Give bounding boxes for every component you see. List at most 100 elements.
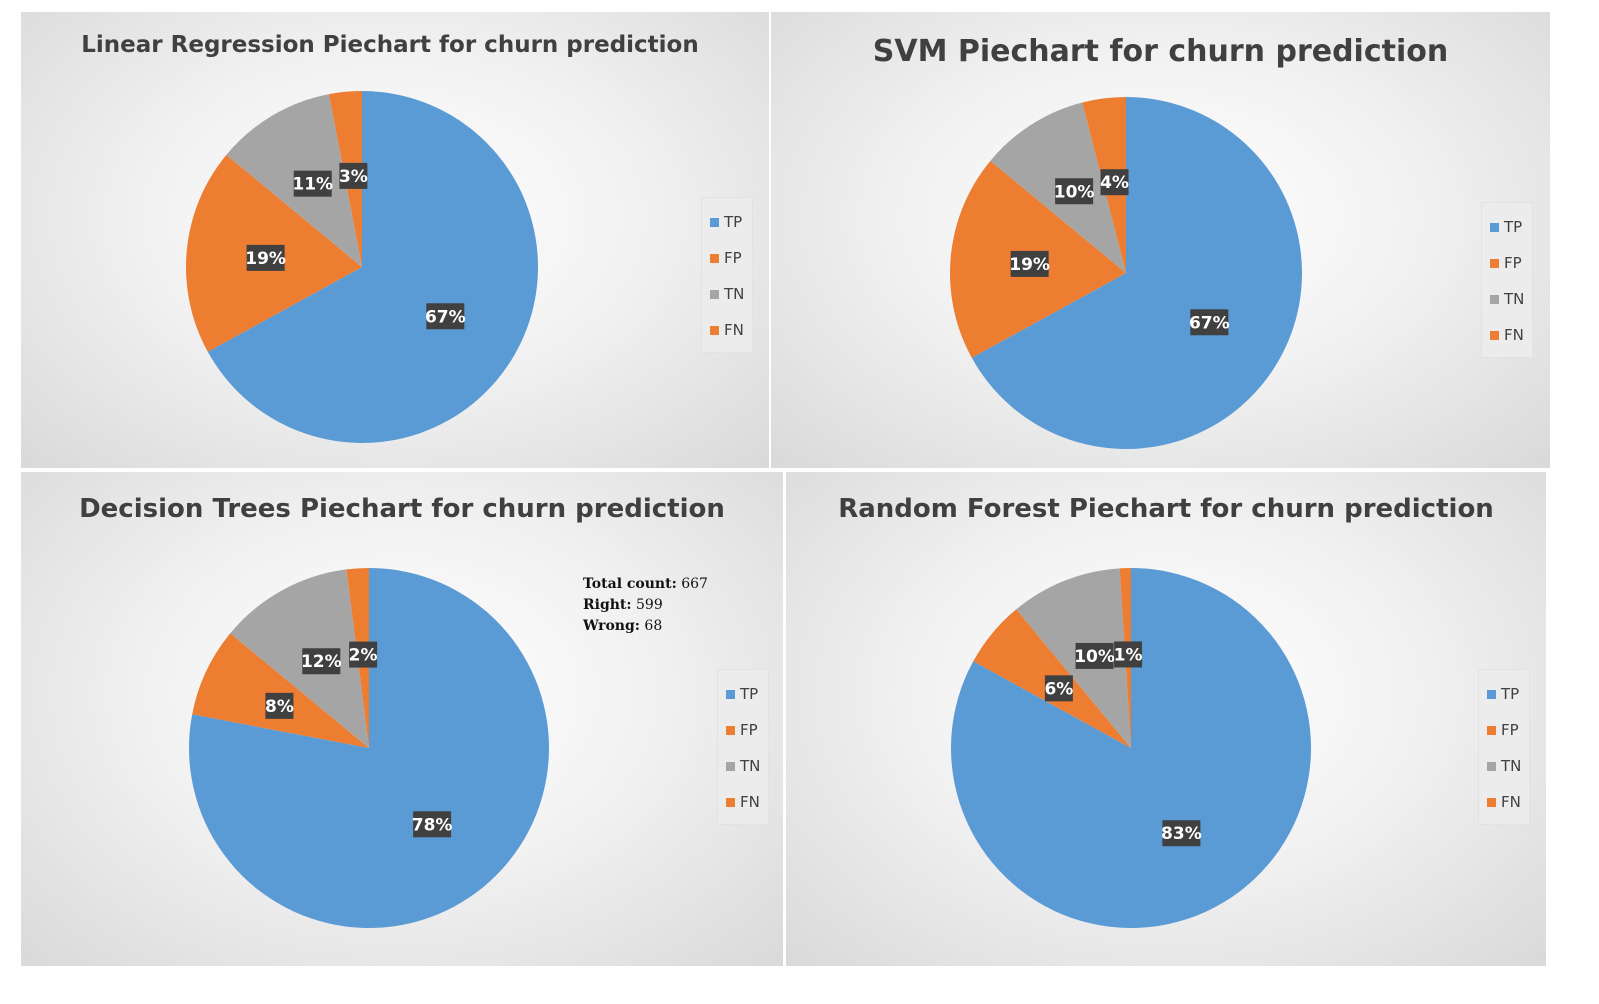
data-label-text: 8%	[265, 697, 294, 717]
legend-item-fp: FP	[710, 240, 744, 276]
legend-swatch	[726, 797, 735, 807]
chart-panel-decision-trees: Decision Trees Piechart for churn predic…	[21, 472, 783, 966]
legend-item-fn: FN	[710, 312, 744, 348]
legend-label: FN	[740, 793, 760, 811]
chart-panel-svm: SVM Piechart for churn prediction 67% 19%…	[771, 12, 1550, 468]
data-label-text: 78%	[412, 815, 453, 835]
right-value: 599	[636, 597, 663, 613]
data-label-tp: 67%	[425, 303, 466, 330]
legend-swatch	[710, 325, 719, 335]
pie-slice-tp	[188, 568, 549, 928]
legend: TP FP TN FN	[1481, 202, 1534, 358]
data-label-fp: 8%	[265, 692, 294, 719]
pie-slice-tp	[207, 91, 538, 444]
legend: TP FP TN FN	[1478, 669, 1531, 825]
legend-item-fn: FN	[1490, 317, 1524, 353]
data-label-text: 19%	[245, 249, 286, 269]
data-label-box	[1190, 309, 1229, 336]
data-label-fn: 4%	[1100, 169, 1129, 196]
data-label-text: 3%	[339, 167, 368, 187]
data-label-box	[349, 641, 378, 668]
legend-label: TN	[1501, 757, 1522, 775]
chart-title: Linear Regression Piechart for churn pre…	[81, 32, 699, 58]
legend-item-tn: TN	[710, 276, 744, 312]
wrong-value: 68	[644, 618, 663, 634]
legend-label: TP	[1501, 685, 1520, 703]
data-label-text: 6%	[1044, 679, 1073, 699]
legend-item-fn: FN	[1487, 784, 1521, 820]
data-label-text: 2%	[349, 646, 378, 666]
data-label-box	[413, 811, 452, 838]
chart-panel-random-forest: Random Forest Piechart for churn predict…	[786, 472, 1546, 966]
data-label-tn: 11%	[292, 170, 333, 197]
legend-item-tn: TN	[726, 748, 760, 784]
legend-label: TP	[724, 213, 743, 231]
data-label-text: 1%	[1114, 645, 1143, 665]
data-label-fn: 3%	[339, 162, 368, 189]
legend-swatch	[1487, 761, 1496, 771]
legend-swatch	[1490, 294, 1499, 304]
legend-swatch	[710, 253, 719, 263]
legend-swatch	[1490, 222, 1499, 232]
data-label-text: 19%	[1009, 255, 1050, 275]
total-count-label: Total count:	[583, 576, 677, 592]
chart-title: Random Forest Piechart for churn predict…	[838, 494, 1494, 524]
pie-chart: 83% 6%10%1%	[951, 568, 1311, 928]
data-label-text: 10%	[1054, 182, 1095, 202]
legend-swatch	[1490, 330, 1499, 340]
pie-slice-fp	[192, 633, 369, 748]
data-label-box	[293, 170, 332, 197]
legend-item-fp: FP	[726, 712, 760, 748]
legend-item-tp: TP	[1490, 209, 1524, 245]
legend-label: FN	[1501, 793, 1521, 811]
legend: TP FP TN FN	[717, 669, 770, 825]
total-count-value: 667	[681, 576, 708, 592]
legend-swatch	[1487, 725, 1496, 735]
data-label-text: 11%	[292, 175, 333, 195]
legend-item-fp: FP	[1487, 712, 1521, 748]
data-label-fp: 19%	[1009, 250, 1050, 277]
data-label-tn: 10%	[1074, 642, 1115, 669]
legend-label: FN	[724, 321, 744, 339]
data-label-tp: 78%	[412, 811, 453, 838]
legend-item-tp: TP	[726, 676, 760, 712]
legend-item-tp: TP	[710, 204, 744, 240]
data-label-box	[246, 244, 285, 271]
legend-swatch	[726, 761, 735, 771]
legend-swatch	[726, 725, 735, 735]
pie-slice-tn	[230, 569, 369, 748]
legend-label: TN	[1504, 290, 1525, 308]
pie-chart: 67% 19% 11% 3%	[186, 91, 538, 444]
legend-item-fp: FP	[1490, 245, 1524, 281]
data-label-box	[1044, 675, 1073, 702]
data-label-box	[1055, 178, 1094, 205]
legend-item-tp: TP	[1487, 676, 1521, 712]
legend-label: FP	[740, 721, 758, 739]
data-label-text: 67%	[425, 307, 466, 327]
data-label-box	[1010, 250, 1049, 277]
legend-label: FP	[1501, 721, 1519, 739]
data-label-fp: 6%	[1044, 675, 1073, 702]
legend-item-fn: FN	[726, 784, 760, 820]
data-label-box	[1100, 169, 1129, 196]
data-label-tp: 83%	[1161, 820, 1202, 847]
chart-panel-linear-regression: Linear Regression Piechart for churn pre…	[21, 12, 769, 468]
legend-swatch	[1487, 797, 1496, 807]
legend-label: FP	[724, 249, 742, 267]
data-label-tn: 10%	[1054, 178, 1095, 205]
data-label-tp: 67%	[1189, 309, 1230, 336]
legend-swatch	[1490, 258, 1499, 268]
data-label-text: 67%	[1189, 313, 1230, 333]
legend-swatch	[710, 289, 719, 299]
legend-swatch	[726, 689, 735, 699]
data-label-fn: 2%	[349, 641, 378, 668]
annotation-text: Total count: 667 Right: 599 Wrong: 68	[583, 574, 708, 637]
data-label-box	[426, 303, 465, 330]
right-label: Right:	[583, 597, 632, 613]
pie-slice-tp	[971, 97, 1302, 449]
pie-slice-tn	[1016, 568, 1131, 748]
data-label-box	[339, 162, 368, 189]
legend-item-tn: TN	[1490, 281, 1524, 317]
data-label-box	[265, 692, 294, 719]
legend-swatch	[710, 217, 719, 227]
